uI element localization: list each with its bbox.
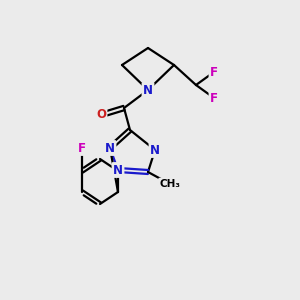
Text: CH₃: CH₃ — [160, 179, 181, 189]
Text: N: N — [113, 164, 123, 176]
Text: N: N — [105, 142, 115, 154]
Text: F: F — [210, 92, 218, 104]
Text: N: N — [150, 143, 160, 157]
Text: F: F — [210, 65, 218, 79]
Text: F: F — [78, 142, 86, 154]
Text: O: O — [96, 109, 106, 122]
Text: N: N — [143, 83, 153, 97]
